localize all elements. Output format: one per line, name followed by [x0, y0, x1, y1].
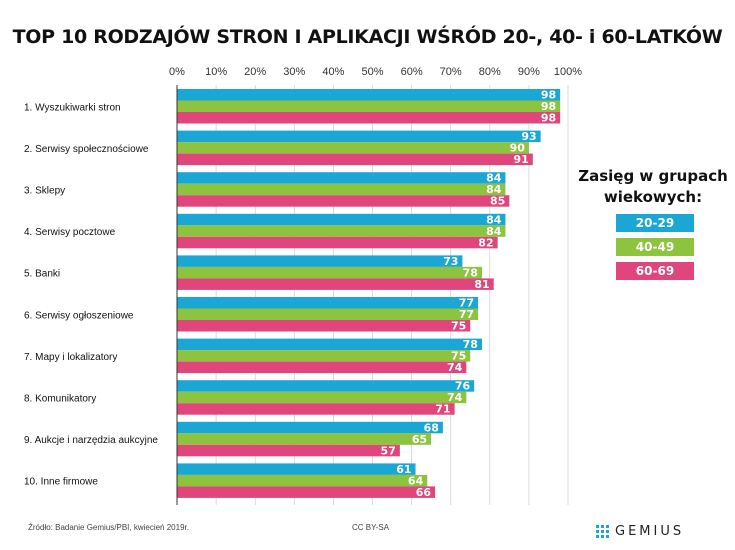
bar-40-49	[177, 183, 506, 196]
gemius-logo: GEMIUS	[596, 521, 684, 541]
bar-20-29	[177, 172, 506, 184]
category-label: 1. Wyszukiwarki stron	[24, 102, 121, 113]
category-label: 3. Sklepy	[24, 185, 65, 196]
license-note: CC BY-SA	[352, 523, 390, 532]
legend-title: Zasięg w grupach wiekowych:	[578, 167, 728, 206]
category-labels: 1. Wyszukiwarki stron 2. Serwisy społeczn…	[24, 102, 158, 487]
bar-20-29	[177, 297, 479, 309]
data-label: 84	[486, 183, 502, 196]
bar-60-69	[177, 153, 533, 166]
category-label: 6. Serwisy ogłoszeniowe	[24, 310, 134, 321]
bar-60-69	[177, 361, 467, 374]
data-label: 66	[416, 486, 432, 499]
bar-40-49	[177, 100, 561, 112]
x-tick-label: 20%	[244, 66, 266, 78]
data-label: 93	[521, 130, 536, 143]
category-label: 7. Mapy i lokalizatory	[24, 352, 117, 363]
category-label: 10. Inne firmowe	[24, 477, 98, 488]
data-labels: 9898989390918484858484827378817777757875…	[381, 89, 557, 499]
bar-20-29	[177, 380, 475, 392]
data-label: 91	[513, 153, 528, 166]
data-label: 84	[486, 225, 502, 238]
x-tick-label: 80%	[479, 66, 501, 78]
data-label: 84	[486, 172, 502, 185]
bar-20-29	[177, 463, 416, 475]
category-label: 9. Aukcje i narzędzia aukcyjne	[24, 435, 158, 446]
bar-20-29	[177, 338, 482, 351]
x-tick-label: 90%	[518, 66, 540, 78]
bar-20-29	[177, 89, 561, 101]
data-label: 77	[459, 297, 474, 310]
bar-40-49	[177, 433, 432, 445]
x-tick-label: 30%	[283, 66, 305, 78]
bar-40-49	[177, 142, 529, 154]
data-label: 57	[381, 444, 396, 457]
data-label: 85	[490, 195, 505, 208]
data-label: 84	[486, 213, 502, 226]
bar-20-29	[177, 130, 541, 143]
bar-40-49	[177, 225, 506, 237]
data-label: 74	[447, 361, 463, 374]
category-label: 4. Serwisy pocztowe	[24, 227, 116, 238]
bar-60-69	[177, 486, 436, 498]
category-label: 8. Komunikatory	[24, 393, 96, 404]
bar-60-69	[177, 444, 400, 457]
data-label: 98	[541, 100, 556, 113]
x-tick-label: 10%	[205, 66, 227, 78]
data-label: 74	[447, 391, 463, 404]
x-tick-label: 0%	[169, 66, 185, 78]
bar-40-49	[177, 474, 428, 487]
x-tick-label: 60%	[401, 66, 423, 78]
bar-40-49	[177, 391, 467, 404]
legend-item-20-29: 20-29	[616, 214, 694, 232]
x-tick-label: 40%	[322, 66, 344, 78]
data-label: 90	[510, 142, 526, 155]
bar-60-69	[177, 320, 471, 332]
data-label: 77	[459, 308, 474, 321]
data-label: 75	[451, 320, 466, 333]
data-label: 73	[443, 255, 458, 268]
bar-20-29	[177, 255, 463, 267]
bar-60-69	[177, 236, 498, 249]
legend-item-60-69: 60-69	[616, 262, 694, 280]
legend-item-40-49: 40-49	[616, 238, 694, 256]
data-label: 76	[455, 380, 471, 393]
bar-20-29	[177, 421, 443, 434]
x-tick-label: 100%	[554, 66, 582, 78]
data-label: 64	[408, 474, 424, 487]
data-label: 98	[541, 112, 556, 125]
bar-40-49	[177, 266, 482, 279]
data-label: 71	[435, 403, 450, 416]
category-label: 2. Serwisy społecznościowe	[24, 144, 149, 155]
source-note: Źródło: Badanie Gemius/PBI, kwiecień 201…	[28, 523, 189, 532]
bars	[177, 89, 561, 498]
bar-60-69	[177, 403, 455, 415]
data-label: 78	[463, 266, 478, 279]
data-label: 98	[541, 89, 556, 102]
bar-60-69	[177, 278, 494, 290]
brand-name: GEMIUS	[615, 523, 685, 539]
brand-dots-icon	[596, 524, 609, 538]
data-label: 65	[412, 433, 427, 446]
data-label: 75	[451, 350, 466, 363]
x-tick-labels: 0% 10% 20% 30% 40% 50% 60% 70% 80% 90% 100%	[169, 66, 582, 78]
data-label: 68	[424, 421, 439, 434]
chart-title: TOP 10 RODZAJÓW STRON I APLIKACJI WŚRÓD …	[12, 26, 723, 48]
data-label: 61	[396, 463, 411, 476]
bar-20-29	[177, 213, 506, 226]
x-tick-label: 50%	[361, 66, 383, 78]
bar-40-49	[177, 350, 471, 362]
data-label: 81	[474, 278, 489, 291]
bar-40-49	[177, 308, 479, 320]
bar-60-69	[177, 195, 510, 207]
data-label: 82	[478, 236, 493, 249]
x-tick-label: 70%	[440, 66, 462, 78]
category-label: 5. Banki	[24, 269, 60, 280]
data-label: 78	[463, 338, 478, 351]
bar-60-69	[177, 112, 561, 124]
